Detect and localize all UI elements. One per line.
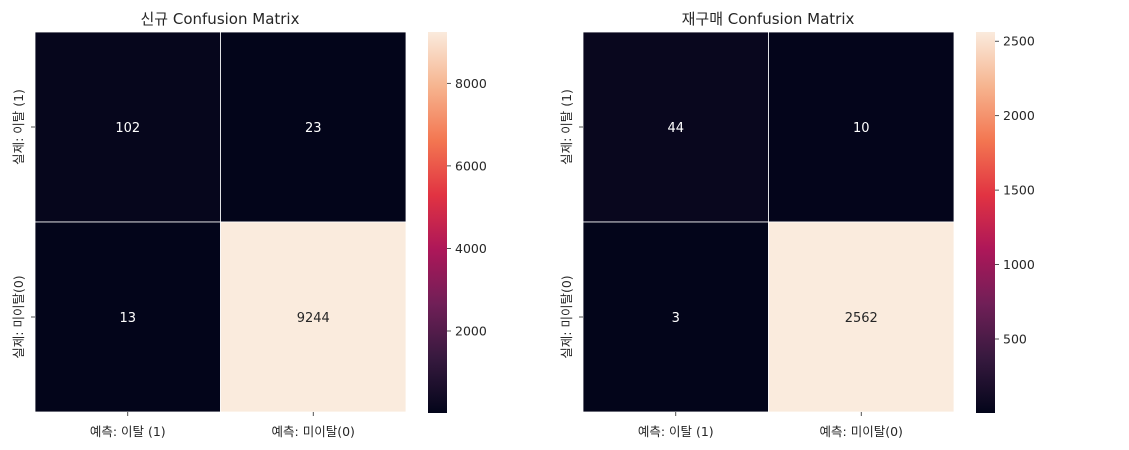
heatmap-cell (220, 31, 407, 223)
colorbar-tick-label: 4000 (455, 241, 487, 256)
colorbar-tick-label: 2500 (1003, 34, 1035, 49)
x-tick-label: 예측: 미이탈(0) (820, 424, 903, 439)
heatmap-panel-repurchase: 재구매 Confusion Matrix 44 10 3 2562 예측: 이탈 (1… (559, 10, 1035, 439)
colorbar: 2000 4000 6000 8000 (428, 32, 487, 413)
y-tick-label: 실제: 미이탈(0) (559, 275, 574, 358)
cell-label: 102 (115, 121, 140, 136)
y-tick-label: 실제: 이탈 (1) (11, 89, 26, 165)
cell-label: 9244 (297, 311, 330, 326)
heatmap-cell (582, 221, 769, 413)
y-tick-label: 실제: 이탈 (1) (559, 89, 574, 165)
y-axis-ticks: 실제: 이탈 (1) 실제: 미이탈(0) (559, 89, 583, 359)
heatmap-panel-new: 신규 Confusion Matrix 102 23 13 9244 예측: 이탈 (… (11, 10, 487, 439)
colorbar-tick-label: 6000 (455, 158, 487, 173)
colorbar-tick-label: 1000 (1003, 257, 1035, 272)
cell-label: 23 (305, 121, 322, 136)
heatmap-cell (768, 221, 955, 413)
heatmap-cell (34, 31, 221, 223)
heatmap-cells: 102 23 13 9244 (34, 31, 407, 413)
colorbar-tick-label: 2000 (1003, 108, 1035, 123)
x-tick-label: 예측: 이탈 (1) (638, 424, 714, 439)
colorbar: 500 1000 1500 2000 2500 (976, 32, 1035, 413)
heatmap-cell (220, 221, 407, 413)
colorbar-tick-label: 8000 (455, 76, 487, 91)
cell-label: 2562 (845, 311, 878, 326)
cell-label: 44 (667, 121, 684, 136)
y-tick-label: 실제: 미이탈(0) (11, 275, 26, 358)
y-axis-ticks: 실제: 이탈 (1) 실제: 미이탈(0) (11, 89, 35, 359)
x-tick-label: 예측: 이탈 (1) (90, 424, 166, 439)
heatmap-cell (34, 221, 221, 413)
colorbar-gradient (428, 32, 447, 413)
x-axis-ticks: 예측: 이탈 (1) 예측: 미이탈(0) (90, 412, 355, 439)
colorbar-tick-label: 1500 (1003, 183, 1035, 198)
x-axis-ticks: 예측: 이탈 (1) 예측: 미이탈(0) (638, 412, 903, 439)
colorbar-tick-label: 2000 (455, 323, 487, 338)
heatmap-cell (768, 31, 955, 223)
colorbar-gradient (976, 32, 995, 413)
heatmap-cells: 44 10 3 2562 (582, 31, 955, 413)
cell-label: 10 (853, 121, 870, 136)
chart-title: 재구매 Confusion Matrix (682, 10, 855, 28)
chart-title: 신규 Confusion Matrix (141, 10, 300, 28)
cell-label: 3 (672, 311, 680, 326)
x-tick-label: 예측: 미이탈(0) (272, 424, 355, 439)
cell-label: 13 (119, 311, 136, 326)
colorbar-tick-label: 500 (1003, 332, 1027, 347)
